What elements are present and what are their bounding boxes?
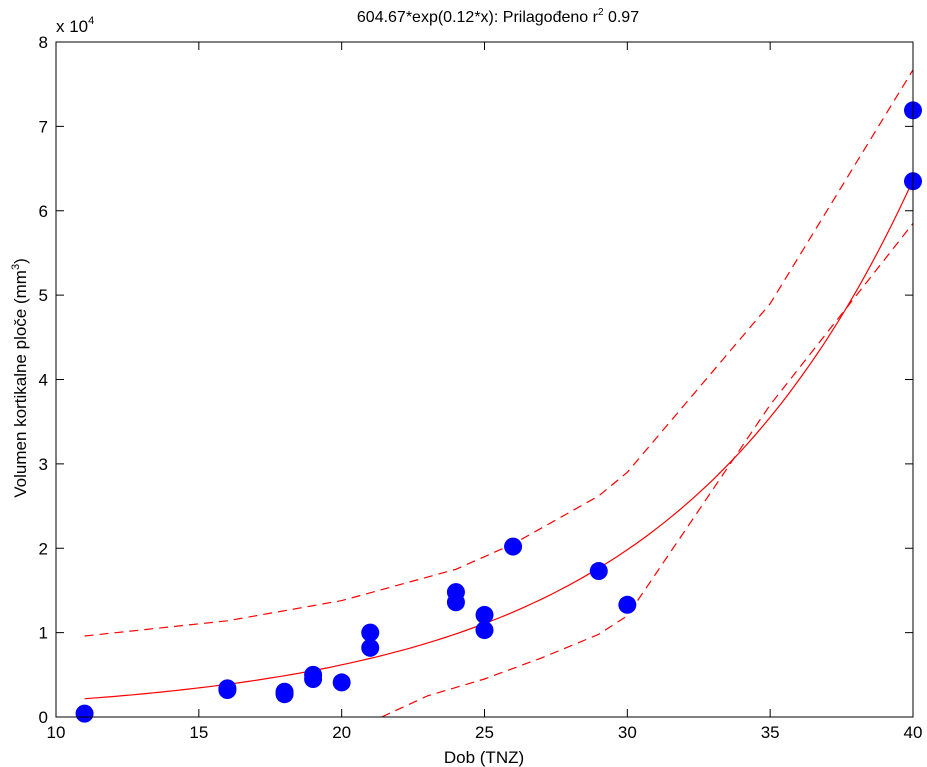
y-tick-label: 5 xyxy=(39,286,48,305)
data-point xyxy=(475,621,494,640)
x-tick-label: 30 xyxy=(618,723,637,742)
x-tick-label: 25 xyxy=(475,723,494,742)
y-multiplier-label: x 104 xyxy=(56,15,94,36)
y-tick-label: 0 xyxy=(39,708,48,727)
x-tick-label: 35 xyxy=(761,723,780,742)
chart-title-suffix: 0.97 xyxy=(604,9,640,26)
points-layer xyxy=(75,101,922,723)
y-axis-label-main: Volumen kortikalne ploče (mm xyxy=(11,270,30,498)
data-point xyxy=(218,679,237,698)
data-point xyxy=(475,605,494,624)
data-point xyxy=(618,595,637,614)
y-tick-label: 7 xyxy=(39,117,48,136)
y-multiplier-exponent: 4 xyxy=(88,15,94,27)
fit-curve xyxy=(84,179,914,700)
y-tick-label: 6 xyxy=(39,202,48,221)
x-tick-label: 40 xyxy=(904,723,923,742)
y-tick-label: 2 xyxy=(39,539,48,558)
x-axis-label: Dob (TNZ) xyxy=(444,748,524,767)
chart-title-superscript: 2 xyxy=(598,7,604,18)
y-axis-label-superscript: 3 xyxy=(10,264,22,270)
y-multiplier-base: x 10 xyxy=(56,17,88,36)
data-point xyxy=(446,583,465,602)
confidence-lower-curve xyxy=(381,223,914,718)
data-point xyxy=(304,665,323,684)
data-point xyxy=(75,704,94,723)
x-tick-label: 20 xyxy=(332,723,351,742)
data-point xyxy=(361,638,380,657)
x-tick-label: 15 xyxy=(189,723,208,742)
data-point xyxy=(332,673,351,692)
y-axis-label-suffix: ) xyxy=(11,258,30,264)
chart-title-main: 604.67*exp(0.12*x): Prilagođeno r xyxy=(357,9,599,26)
y-tick-label: 8 xyxy=(39,33,48,52)
confidence-upper-curve xyxy=(84,69,914,637)
y-tick-label: 3 xyxy=(39,455,48,474)
y-axis-label: Volumen kortikalne ploče (mm3) xyxy=(10,258,30,498)
data-point xyxy=(589,562,608,581)
curves-layer xyxy=(84,69,914,718)
data-point xyxy=(361,623,380,642)
plot-frame xyxy=(55,41,914,718)
x-tick-label: 10 xyxy=(47,723,66,742)
chart-title: 604.67*exp(0.12*x): Prilagođeno r2 0.97 xyxy=(357,7,639,26)
y-tick-label: 1 xyxy=(39,624,48,643)
y-tick-label: 4 xyxy=(39,371,48,390)
data-point xyxy=(275,682,294,701)
data-point xyxy=(504,537,523,556)
